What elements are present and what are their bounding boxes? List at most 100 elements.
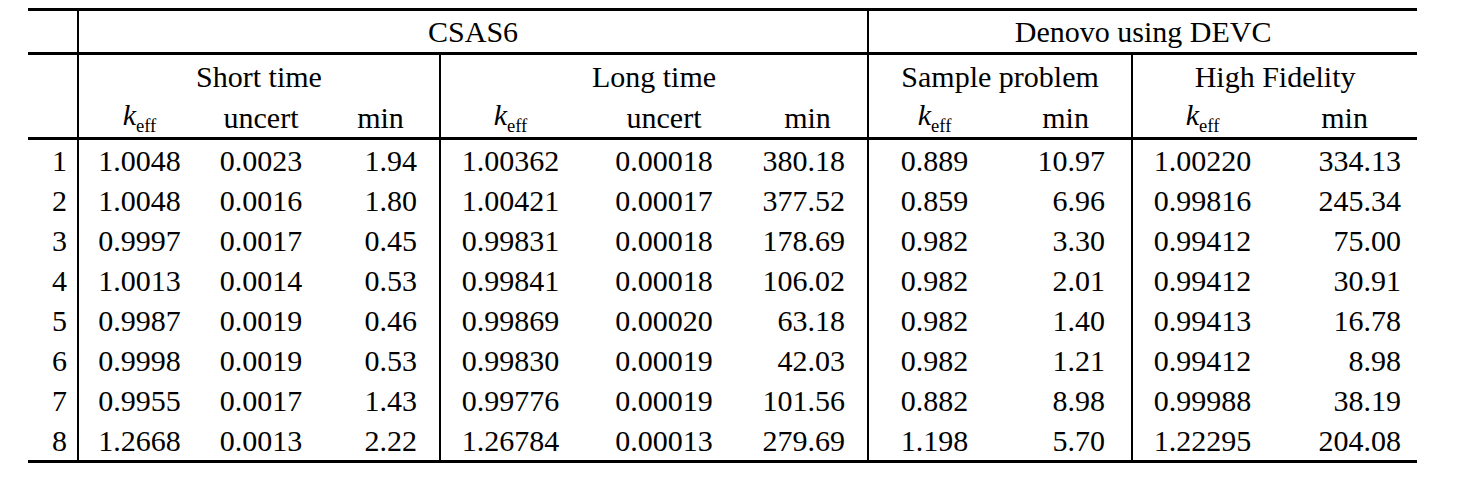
cell-long-min: 380.18: [748, 139, 868, 181]
cell-short-min: 0.53: [322, 340, 440, 380]
cell-long-uncert: 0.00019: [580, 380, 748, 420]
cell-sample-keff: 1.198: [868, 420, 1000, 462]
cell-long-uncert: 0.00013: [580, 420, 748, 462]
cell-short-uncert: 0.0013: [200, 420, 322, 462]
cell-short-min: 0.46: [322, 300, 440, 340]
keff-subscript: eff: [1199, 115, 1219, 136]
cell-sample-keff: 0.889: [868, 139, 1000, 181]
cell-long-uncert: 0.00018: [580, 260, 748, 300]
cell-fidelity-keff: 0.99816: [1132, 180, 1272, 220]
cell-short-min: 0.53: [322, 260, 440, 300]
cell-short-min: 1.80: [322, 180, 440, 220]
cell-row-number: 3: [28, 220, 78, 260]
cell-short-min: 1.94: [322, 139, 440, 181]
cell-row-number: 1: [28, 139, 78, 181]
cell-row-number: 5: [28, 300, 78, 340]
cell-long-keff: 0.99869: [440, 300, 580, 340]
cell-long-keff: 0.99831: [440, 220, 580, 260]
cell-short-uncert: 0.0014: [200, 260, 322, 300]
subgroup-long-time: Long time: [440, 54, 868, 99]
cell-fidelity-keff: 0.99988: [1132, 380, 1272, 420]
cell-sample-min: 10.97: [1000, 139, 1132, 181]
group-header-row: CSAS6 Denovo using DEVC: [28, 10, 1417, 54]
cell-fidelity-keff: 0.99412: [1132, 220, 1272, 260]
cell-long-min: 279.69: [748, 420, 868, 462]
corner-cell: [28, 10, 78, 54]
cell-short-min: 1.43: [322, 380, 440, 420]
cell-short-keff: 1.0013: [78, 260, 200, 300]
cell-sample-keff: 0.982: [868, 260, 1000, 300]
subgroup-short-time: Short time: [78, 54, 440, 99]
cell-long-min: 101.56: [748, 380, 868, 420]
col-header-keff: keff: [440, 98, 580, 139]
keff-subscript: eff: [136, 115, 156, 136]
cell-fidelity-min: 38.19: [1272, 380, 1417, 420]
cell-long-uncert: 0.00018: [580, 139, 748, 181]
col-header-min: min: [322, 98, 440, 139]
cell-long-min: 377.52: [748, 180, 868, 220]
cell-short-uncert: 0.0019: [200, 300, 322, 340]
results-table: CSAS6 Denovo using DEVC Short time Long …: [28, 8, 1417, 463]
keff-symbol: k: [1186, 98, 1199, 131]
cell-fidelity-keff: 0.99413: [1132, 300, 1272, 340]
cell-short-uncert: 0.0023: [200, 139, 322, 181]
cell-row-number: 4: [28, 260, 78, 300]
table-row: 5 0.9987 0.0019 0.46 0.99869 0.00020 63.…: [28, 300, 1417, 340]
cell-sample-min: 5.70: [1000, 420, 1132, 462]
keff-symbol: k: [123, 98, 136, 131]
cell-short-keff: 1.2668: [78, 420, 200, 462]
cell-short-min: 2.22: [322, 420, 440, 462]
col-header-keff: keff: [1132, 98, 1272, 139]
cell-sample-min: 1.40: [1000, 300, 1132, 340]
cell-fidelity-min: 334.13: [1272, 139, 1417, 181]
cell-sample-keff: 0.982: [868, 300, 1000, 340]
keff-subscript: eff: [931, 115, 951, 136]
cell-fidelity-min: 16.78: [1272, 300, 1417, 340]
col-header-uncert: uncert: [580, 98, 748, 139]
cell-short-uncert: 0.0019: [200, 340, 322, 380]
group-header-csas6: CSAS6: [78, 10, 868, 54]
cell-fidelity-min: 204.08: [1272, 420, 1417, 462]
table-row: 8 1.2668 0.0013 2.22 1.26784 0.00013 279…: [28, 420, 1417, 462]
cell-short-keff: 1.0048: [78, 139, 200, 181]
col-header-keff: keff: [78, 98, 200, 139]
cell-long-uncert: 0.00020: [580, 300, 748, 340]
page: CSAS6 Denovo using DEVC Short time Long …: [0, 0, 1457, 478]
cell-fidelity-min: 75.00: [1272, 220, 1417, 260]
cell-sample-min: 6.96: [1000, 180, 1132, 220]
col-header-keff: keff: [868, 98, 1000, 139]
cell-long-uncert: 0.00018: [580, 220, 748, 260]
cell-short-keff: 0.9998: [78, 340, 200, 380]
cell-long-min: 178.69: [748, 220, 868, 260]
table-row: 4 1.0013 0.0014 0.53 0.99841 0.00018 106…: [28, 260, 1417, 300]
keff-symbol: k: [494, 98, 507, 131]
cell-fidelity-min: 8.98: [1272, 340, 1417, 380]
corner-cell: [28, 54, 78, 99]
cell-sample-keff: 0.859: [868, 180, 1000, 220]
table-row: 7 0.9955 0.0017 1.43 0.99776 0.00019 101…: [28, 380, 1417, 420]
cell-fidelity-keff: 1.00220: [1132, 139, 1272, 181]
cell-short-min: 0.45: [322, 220, 440, 260]
col-header-min: min: [1272, 98, 1417, 139]
cell-row-number: 7: [28, 380, 78, 420]
cell-long-min: 42.03: [748, 340, 868, 380]
cell-short-keff: 0.9955: [78, 380, 200, 420]
cell-sample-keff: 0.982: [868, 340, 1000, 380]
table-row: 2 1.0048 0.0016 1.80 1.00421 0.00017 377…: [28, 180, 1417, 220]
cell-short-uncert: 0.0017: [200, 220, 322, 260]
cell-short-keff: 0.9987: [78, 300, 200, 340]
cell-long-uncert: 0.00019: [580, 340, 748, 380]
keff-symbol: k: [918, 98, 931, 131]
group-header-denovo: Denovo using DEVC: [868, 10, 1417, 54]
cell-sample-keff: 0.982: [868, 220, 1000, 260]
cell-sample-min: 3.30: [1000, 220, 1132, 260]
cell-short-keff: 1.0048: [78, 180, 200, 220]
cell-long-keff: 1.00362: [440, 139, 580, 181]
cell-long-keff: 0.99776: [440, 380, 580, 420]
cell-short-uncert: 0.0017: [200, 380, 322, 420]
subgroup-sample-problem: Sample problem: [868, 54, 1132, 99]
cell-fidelity-keff: 0.99412: [1132, 260, 1272, 300]
cell-sample-min: 8.98: [1000, 380, 1132, 420]
cell-sample-min: 1.21: [1000, 340, 1132, 380]
table-row: 6 0.9998 0.0019 0.53 0.99830 0.00019 42.…: [28, 340, 1417, 380]
